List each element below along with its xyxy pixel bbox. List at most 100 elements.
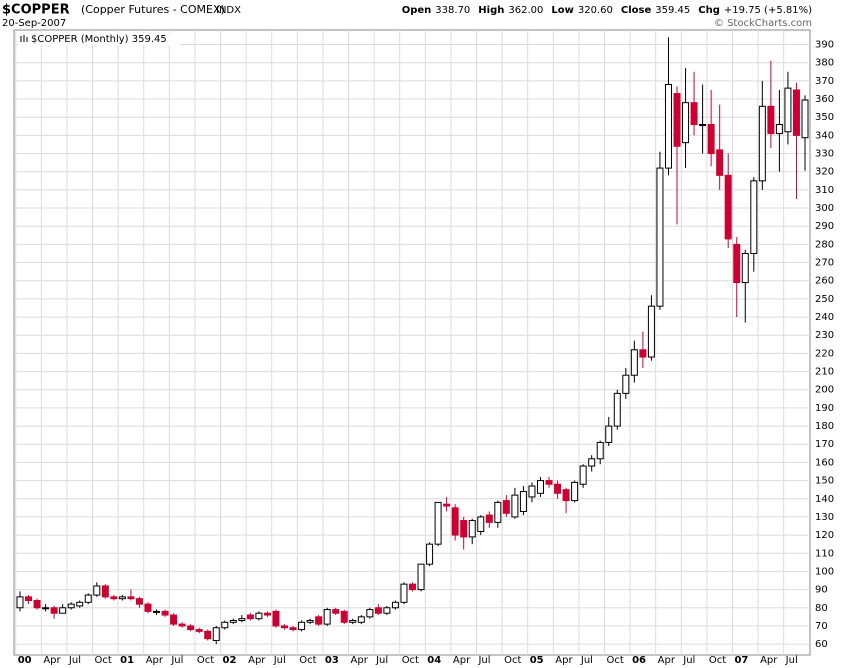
- y-tick-label: 80: [815, 603, 828, 614]
- candle-body: [554, 483, 562, 494]
- x-tick-label: Apr: [351, 655, 369, 666]
- candle-body: [229, 619, 237, 623]
- y-tick-label: 120: [815, 530, 834, 541]
- y-tick-label: 130: [815, 512, 834, 523]
- x-tick-label: 00: [18, 655, 32, 666]
- candle-body: [195, 629, 203, 632]
- y-tick-label: 340: [815, 130, 834, 141]
- legend: $COPPER (Monthly) 359.45: [31, 34, 167, 45]
- x-tick-label: Oct: [504, 655, 521, 666]
- candle-body: [281, 625, 289, 629]
- plot-frame: [13, 29, 811, 656]
- date: 20-Sep-2007: [2, 18, 66, 29]
- x-tick-label: Apr: [760, 655, 778, 666]
- candle-body: [187, 625, 195, 631]
- candle-body: [33, 599, 41, 609]
- candle-body: [596, 441, 604, 460]
- candle-body: [716, 149, 724, 176]
- y-tick-label: 280: [815, 239, 834, 250]
- y-tick-label: 200: [815, 385, 834, 396]
- candle-body: [528, 485, 536, 498]
- candle-body: [170, 614, 178, 625]
- y-tick-label: 370: [815, 76, 834, 87]
- candle-body: [571, 481, 579, 502]
- candle-body: [391, 601, 399, 609]
- candle-body: [127, 596, 135, 600]
- y-tick-label: 380: [815, 58, 834, 69]
- candle-body: [323, 609, 331, 625]
- candle-body: [272, 610, 280, 627]
- candle-body: [144, 603, 152, 612]
- quote-label: Chg: [698, 5, 720, 16]
- quote-label: Open: [402, 5, 432, 16]
- candle-body: [153, 610, 161, 613]
- quote-value: +19.75 (+5.81%): [724, 5, 812, 16]
- candle-body: [84, 594, 92, 603]
- x-tick-label: Jul: [170, 655, 183, 666]
- candle-body: [605, 425, 613, 443]
- y-tick-label: 260: [815, 276, 834, 287]
- candle-body: [664, 84, 672, 169]
- x-tick-label: Apr: [248, 655, 266, 666]
- candle-body: [204, 630, 212, 640]
- y-tick-label: 310: [815, 185, 834, 196]
- candle-body: [451, 507, 459, 536]
- candle-body: [238, 618, 246, 621]
- candle-body: [784, 87, 792, 133]
- y-tick-label: 270: [815, 258, 834, 269]
- candle-body: [221, 621, 229, 629]
- candle-body: [468, 520, 476, 538]
- y-tick-label: 60: [815, 639, 828, 650]
- y-tick-label: 350: [815, 112, 834, 123]
- y-tick-label: 140: [815, 494, 834, 505]
- candle-body: [639, 349, 647, 358]
- legend-box: [18, 33, 180, 45]
- x-tick-label: Apr: [43, 655, 61, 666]
- y-tick-label: 290: [815, 221, 834, 232]
- candle-body: [42, 607, 50, 610]
- candle-body: [298, 621, 306, 631]
- candle-body: [400, 583, 408, 603]
- candle-body: [417, 563, 425, 591]
- x-tick-label: Oct: [606, 655, 623, 666]
- candle-body: [110, 596, 118, 600]
- candle-body: [733, 243, 741, 284]
- x-tick-label: Oct: [299, 655, 316, 666]
- candle-body: [93, 585, 101, 596]
- candle-body: [758, 105, 766, 182]
- candle-body: [588, 458, 596, 467]
- x-tick-label: Jul: [375, 655, 388, 666]
- candle-body: [212, 627, 220, 641]
- x-tick-label: 06: [632, 655, 646, 666]
- candle-body: [750, 180, 758, 254]
- quote-value: 320.60: [578, 5, 613, 16]
- x-tick-label: 05: [530, 655, 544, 666]
- x-tick-label: 04: [427, 655, 441, 666]
- candle-body: [349, 619, 357, 623]
- credit: © StockCharts.com: [714, 18, 812, 29]
- candle-body: [792, 89, 800, 136]
- candle-body: [801, 99, 809, 139]
- quote-value: 362.00: [508, 5, 543, 16]
- x-tick-label: Apr: [555, 655, 573, 666]
- instrument-name: (Copper Futures - COMEX): [81, 3, 225, 16]
- x-tick-label: Jul: [785, 655, 798, 666]
- y-tick-label: 70: [815, 621, 828, 632]
- x-tick-label: Jul: [68, 655, 81, 666]
- quote-value: 359.45: [655, 5, 690, 16]
- y-tick-label: 240: [815, 312, 834, 323]
- candle-body: [434, 501, 442, 545]
- x-tick-label: Jul: [580, 655, 593, 666]
- candle-body: [374, 607, 382, 614]
- candle-body: [67, 603, 75, 609]
- x-tick-label: 01: [120, 655, 134, 666]
- candle-body: [161, 610, 169, 616]
- candle-body: [536, 480, 544, 494]
- candle-body: [409, 583, 416, 591]
- y-tick-label: 300: [815, 203, 834, 214]
- candle-body: [306, 619, 314, 623]
- candle-body: [707, 123, 715, 155]
- x-tick-label: 03: [325, 655, 339, 666]
- quote-label: Low: [551, 5, 573, 16]
